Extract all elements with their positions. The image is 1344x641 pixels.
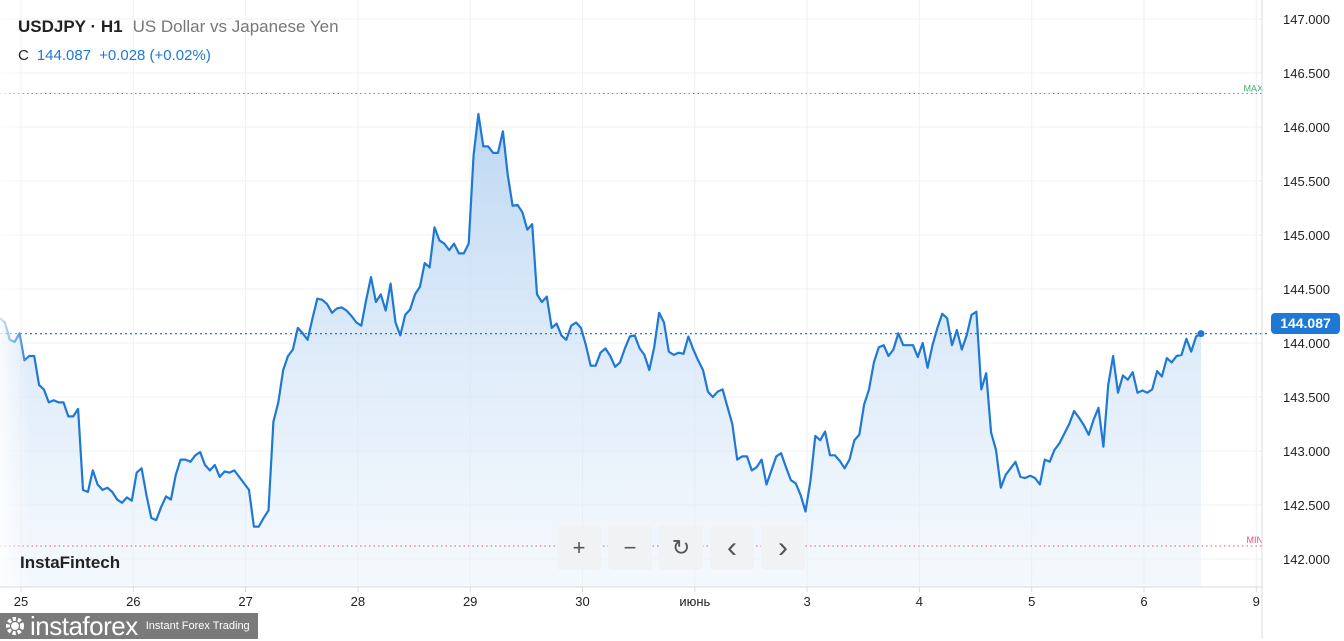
price-area-fill [0, 114, 1201, 587]
price-axis[interactable]: 147.000 146.500 146.000 145.500 145.000 144.5… [1283, 12, 1330, 567]
chart-title: USDJPY · H1 US Dollar vs Japanese Yen [18, 17, 339, 37]
x-tick-label: 9 [1253, 594, 1260, 609]
logo-name: instaforex [30, 611, 138, 641]
x-tick-label: 4 [916, 594, 923, 609]
last-price-dot [1197, 330, 1205, 338]
x-tick-label: июнь [679, 594, 710, 609]
x-tick-label: 25 [14, 594, 28, 609]
logo-tagline: Instant Forex Trading [145, 620, 250, 632]
y-tick-label: 143.500 [1283, 390, 1330, 405]
symbol-label: USDJPY · H1 [18, 17, 123, 36]
chevron-left-icon: ‹ [727, 531, 737, 564]
close-value: 144.087 [36, 47, 92, 64]
reset-icon: ↻ [671, 535, 691, 560]
minus-icon: − [623, 535, 637, 560]
y-tick-label: 142.500 [1283, 498, 1330, 513]
x-tick-label: 29 [463, 594, 477, 609]
scroll-right-button[interactable]: › [761, 526, 805, 570]
y-tick-label: 142.000 [1283, 552, 1330, 567]
x-tick-label: 6 [1140, 594, 1147, 609]
x-tick-label: 30 [575, 594, 589, 609]
y-tick-label: 147.000 [1283, 12, 1330, 27]
scroll-left-button[interactable]: ‹ [710, 526, 754, 570]
y-tick-label: 144.500 [1283, 282, 1330, 297]
chevron-right-icon: › [778, 531, 788, 564]
brand-watermark: InstaFintech [20, 553, 121, 572]
plus-icon: + [572, 535, 586, 560]
y-tick-label: 143.000 [1283, 444, 1330, 459]
time-axis[interactable]: 25 26 27 28 29 30 июнь 3 4 5 6 9 [14, 594, 1260, 609]
symbol-description: US Dollar vs Japanese Yen [132, 17, 339, 36]
min-label: MIN [1247, 535, 1264, 545]
y-tick-label: 146.000 [1283, 120, 1330, 135]
y-tick-label: 145.000 [1283, 228, 1330, 243]
x-tick-label: 28 [351, 594, 365, 609]
gear-icon [5, 616, 25, 636]
x-tick-label: 27 [238, 594, 252, 609]
x-tick-label: 5 [1028, 594, 1035, 609]
x-tick-label: 3 [803, 594, 810, 609]
zoom-in-button[interactable]: + [557, 526, 601, 570]
y-tick-label: 144.000 [1283, 336, 1330, 351]
change-value: +0.028 (+0.02%) [99, 47, 211, 64]
y-tick-label: 145.500 [1283, 174, 1330, 189]
instaforex-logo[interactable]: instaforex Instant Forex Trading [0, 613, 258, 639]
max-label: MAX [1243, 84, 1263, 94]
reset-button[interactable]: ↻ [659, 526, 703, 570]
close-label: C [18, 47, 29, 64]
price-line [0, 112, 1202, 528]
left-fade [0, 0, 30, 587]
x-tick-label: 26 [126, 594, 140, 609]
ohlc-readout: C 144.087 +0.028 (+0.02%) [18, 47, 211, 64]
zoom-out-button[interactable]: − [608, 526, 652, 570]
chart-controls: + − ↻ ‹ › [557, 526, 805, 570]
last-price-tag: 144.087 [1271, 313, 1340, 334]
y-tick-label: 146.500 [1283, 66, 1330, 81]
